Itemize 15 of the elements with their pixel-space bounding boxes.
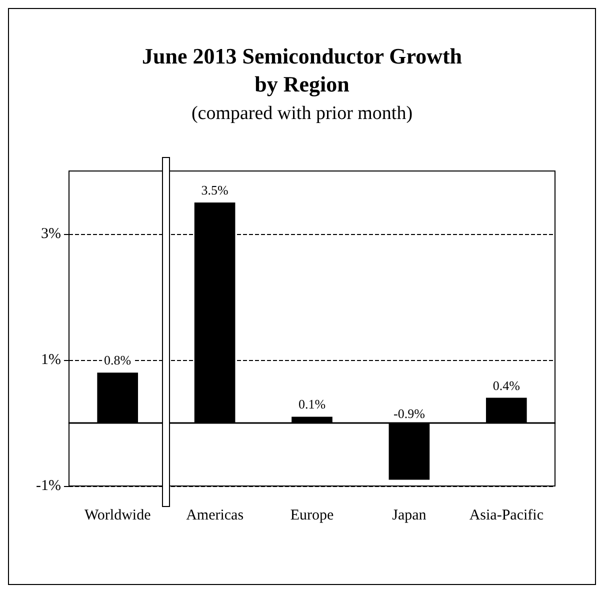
y-tick-label: 3%: [41, 226, 61, 242]
data-label: 0.1%: [298, 396, 326, 412]
x-tick-label: Japan: [392, 508, 427, 524]
data-label: 0.4%: [492, 378, 520, 393]
data-label: 0.8%: [104, 352, 132, 368]
data-label: 3.5%: [201, 182, 229, 198]
chart-subtitle: (compared with prior month): [191, 103, 413, 124]
x-tick-label: Asia-Pacific: [469, 508, 544, 524]
data-label: -0.9%: [393, 406, 426, 421]
x-tick-label: Worldwide: [84, 508, 152, 524]
x-tick-label: Europe: [290, 508, 334, 524]
chart-title: June 2013 Semiconductor Growth by Region: [142, 44, 462, 96]
x-tick-label: Americas: [186, 508, 244, 524]
y-tick-label: 1%: [41, 352, 61, 368]
y-tick-label: -1%: [36, 478, 61, 494]
